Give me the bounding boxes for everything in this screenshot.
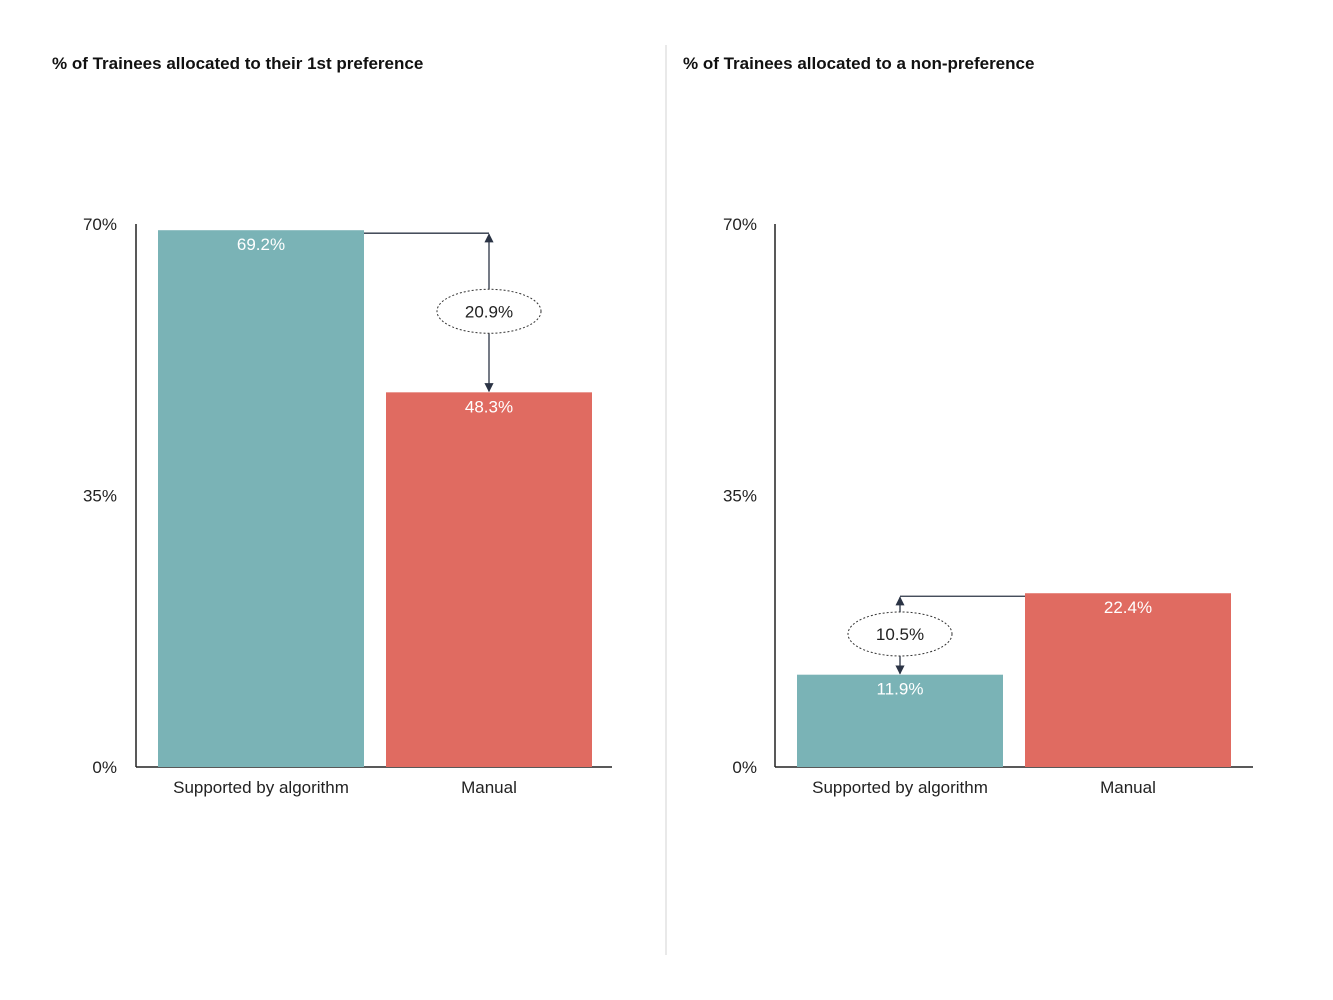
bar-value-label: 48.3%: [465, 397, 513, 416]
bar-value-label: 69.2%: [237, 235, 285, 254]
chart-title-non-preference: % of Trainees allocated to a non-prefere…: [683, 54, 1034, 73]
y-tick-label: 0%: [92, 758, 117, 777]
panel-non-preference: % of Trainees allocated to a non-prefere…: [683, 54, 1253, 797]
bar-value-label: 11.9%: [877, 680, 924, 699]
y-tick-label: 35%: [83, 487, 117, 506]
y-tick-label: 0%: [732, 758, 757, 777]
x-tick-label: Supported by algorithm: [812, 778, 988, 797]
bar-supported-by-algorithm: [797, 674, 1003, 767]
bar-manual: [386, 392, 592, 767]
difference-bubble: [436, 288, 542, 334]
difference-label: 20.9%: [465, 302, 513, 321]
difference-bubble: [847, 611, 953, 657]
x-tick-label: Supported by algorithm: [173, 778, 349, 797]
bar-supported-by-algorithm: [158, 230, 364, 768]
x-tick-label: Manual: [461, 778, 517, 797]
x-tick-label: Manual: [1100, 778, 1156, 797]
bars-1st-preference: 0% 35% 70% 69.2% Supported by algorithm 48.3%…: [83, 215, 592, 797]
panel-1st-preference: % of Trainees allocated to their 1st pre…: [52, 54, 612, 797]
y-tick-label: 70%: [723, 215, 757, 234]
bar-manual: [1025, 593, 1231, 767]
y-tick-label: 70%: [83, 215, 117, 234]
bar-value-label: 22.4%: [1104, 598, 1152, 617]
chart-title-1st-preference: % of Trainees allocated to their 1st pre…: [52, 54, 423, 73]
difference-label: 10.5%: [876, 625, 924, 644]
bars-non-preference: 0% 35% 70% 11.9% Supported by algorithm 22.4%…: [723, 215, 1231, 797]
y-tick-label: 35%: [723, 487, 757, 506]
